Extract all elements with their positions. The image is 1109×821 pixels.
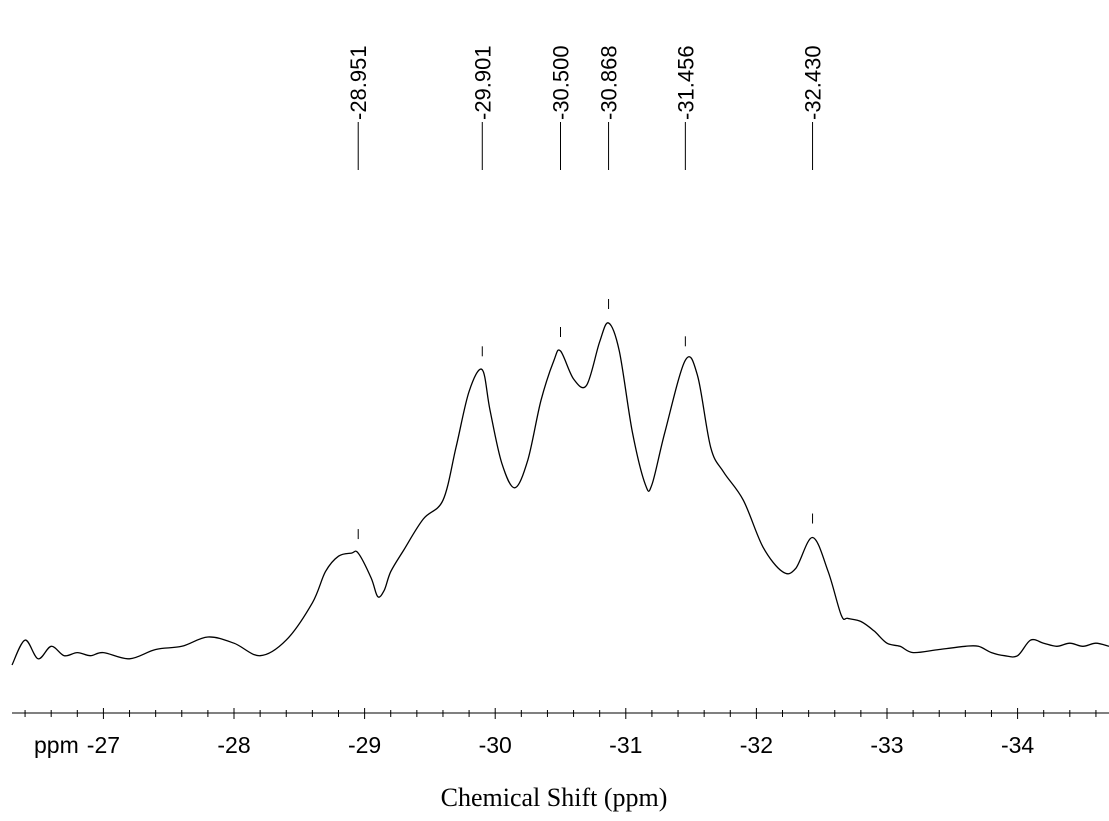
peak-label: -28.951 [346,45,371,120]
x-axis-ticks: -27 -28 -29 -30 -31 -32 -33 -34 [24,708,1097,758]
peak-label: -32.430 [801,45,826,120]
peak-label: -30.500 [549,45,574,120]
x-axis-title: Chemical Shift (ppm) [441,783,668,812]
peak-label: -31.456 [673,45,698,120]
x-tick-label: -31 [609,732,642,758]
peak-markers [357,299,814,540]
x-tick-label: -32 [740,732,773,758]
peak-label: -29.901 [470,45,495,120]
x-tick-label: -30 [479,732,512,758]
x-tick-label: -29 [348,732,381,758]
x-tick-label: -33 [870,732,903,758]
peak-labels: -28.951 -29.901 -30.500 -30.868 -31.456 -32.4… [346,45,826,170]
peak-label: -30.868 [597,45,622,120]
spectrum-line [11,322,1109,666]
x-tick-label: -27 [87,732,120,758]
x-tick-label: -34 [1001,732,1034,758]
x-tick-label: -28 [217,732,250,758]
x-unit-label: ppm [34,732,79,758]
